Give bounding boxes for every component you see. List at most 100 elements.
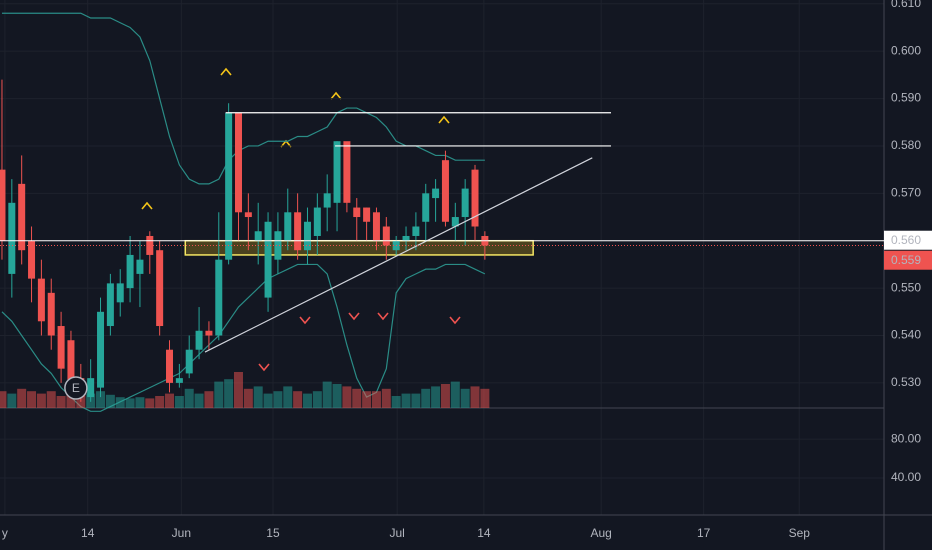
- candle-body: [432, 188, 440, 199]
- candle-body: [284, 212, 292, 241]
- volume-bar: [470, 386, 480, 408]
- candle-body: [363, 207, 371, 222]
- candle-body: [57, 326, 65, 369]
- volume-bar: [342, 386, 352, 408]
- candle-body: [274, 231, 282, 260]
- candle-body: [37, 278, 45, 322]
- volume-bar: [17, 388, 27, 408]
- volume-bar: [332, 384, 342, 408]
- candle-body: [166, 349, 174, 383]
- volume-bar: [302, 393, 312, 408]
- volume-bar: [233, 372, 243, 408]
- candle-body: [451, 217, 459, 227]
- candle-body: [97, 311, 105, 388]
- volume-bar: [224, 379, 234, 408]
- volume-bar: [204, 391, 214, 408]
- candle-body: [175, 378, 183, 383]
- last-price-label-bg: [884, 250, 932, 270]
- volume-bar: [125, 398, 135, 408]
- volume-bar: [56, 396, 66, 408]
- x-tick-label: Sep: [789, 526, 811, 540]
- volume-bar: [283, 386, 293, 408]
- volume-bar: [431, 386, 441, 408]
- volume-bar: [7, 393, 17, 408]
- volume-bar: [362, 391, 372, 408]
- candle-body: [205, 330, 213, 336]
- volume-bar: [115, 397, 125, 408]
- volume-bar: [96, 391, 106, 408]
- y-tick-label: 0.610: [891, 0, 921, 10]
- upper-band: [1, 12, 485, 185]
- volume-bar: [194, 393, 204, 408]
- volume-bar: [312, 391, 322, 408]
- candle-body: [215, 259, 223, 336]
- event-marker: [64, 376, 88, 400]
- candle-body: [441, 160, 449, 222]
- volume-bar: [184, 388, 194, 408]
- candle-body: [87, 378, 95, 398]
- zone: [184, 239, 534, 256]
- volume-bar: [214, 381, 224, 408]
- volume-bar: [27, 391, 37, 408]
- volume-bar: [0, 391, 7, 408]
- y-tick-label: 0.580: [891, 138, 921, 152]
- candle-body: [156, 250, 164, 327]
- volume-bar: [253, 386, 263, 408]
- volume-bar: [352, 388, 362, 408]
- candle-body: [244, 212, 252, 218]
- volume-bar: [381, 388, 391, 408]
- candle-body: [106, 283, 114, 327]
- volume-bar: [263, 393, 273, 408]
- candle-body: [28, 240, 36, 279]
- x-tick-label: Aug: [590, 526, 611, 540]
- volume-bar: [46, 391, 56, 408]
- x-tick-label: 15: [266, 526, 280, 540]
- volume-bar: [273, 391, 283, 408]
- candle-body: [382, 226, 390, 246]
- candle-body: [264, 221, 272, 298]
- volume-bar: [450, 381, 460, 408]
- volume-bar: [105, 394, 115, 408]
- volume-bar: [480, 388, 490, 408]
- x-tick-label: 17: [697, 526, 711, 540]
- level-label-bg: [884, 230, 932, 250]
- candle-body: [402, 235, 410, 241]
- candle-body: [372, 212, 380, 241]
- candle-body: [47, 292, 55, 336]
- volume-bar: [145, 398, 155, 408]
- x-tick-label: Jun: [172, 526, 191, 540]
- low-markers: [258, 312, 461, 372]
- x-tick-label: Jul: [389, 526, 404, 540]
- candle-body: [18, 183, 26, 251]
- candle-body: [412, 226, 420, 236]
- volume-bar: [401, 393, 411, 408]
- candle-body: [333, 141, 341, 203]
- last-price-label: 0.559: [891, 253, 921, 267]
- y-tick-label: 0.540: [891, 328, 921, 342]
- candle-body: [136, 259, 144, 274]
- candle-body: [461, 188, 469, 218]
- candle-body: [126, 254, 134, 289]
- candle-body: [116, 283, 124, 303]
- candle-body: [185, 349, 193, 374]
- volume-bar: [322, 381, 332, 408]
- candle-body: [323, 193, 331, 208]
- y-tick-label: 0.550: [891, 280, 921, 294]
- candle-body: [422, 193, 430, 222]
- candle-body: [0, 169, 6, 241]
- y-tick-label: 0.590: [891, 91, 921, 105]
- candle-body: [254, 231, 262, 241]
- y2-tick-label: 80.00: [891, 431, 921, 445]
- candle-body: [146, 235, 154, 255]
- candle-body: [471, 169, 479, 227]
- x-tick-label: 14: [477, 526, 491, 540]
- candle-body: [225, 112, 233, 260]
- volume-bar: [155, 396, 165, 408]
- volume-bar: [440, 384, 450, 408]
- candle-body: [303, 221, 311, 251]
- candle-body: [67, 340, 75, 383]
- volume-bar: [243, 388, 253, 408]
- volume-bar: [411, 393, 421, 408]
- volume-bar: [293, 391, 303, 408]
- candle-body: [313, 207, 321, 236]
